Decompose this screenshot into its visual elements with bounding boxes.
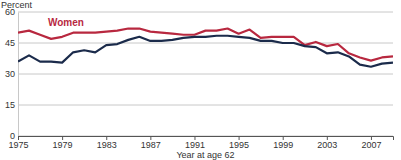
- x-tick: 1999: [273, 136, 293, 150]
- x-tick-label: 1999: [273, 140, 293, 150]
- grid-line: [18, 12, 393, 13]
- grid-line: [18, 74, 393, 75]
- x-tick: 2007: [361, 136, 381, 150]
- y-tick: 15: [5, 100, 18, 110]
- x-tick: 1983: [97, 136, 117, 150]
- x-tick: 1987: [141, 136, 161, 150]
- x-tick-label: 1987: [141, 140, 161, 150]
- x-tick-label: 1979: [53, 140, 73, 150]
- x-tick-label: 2003: [317, 140, 337, 150]
- y-axis-line: [18, 13, 19, 137]
- y-tick-label: 15: [5, 100, 15, 110]
- x-tick: 1979: [53, 136, 73, 150]
- y-axis-title: Percent: [1, 0, 33, 10]
- x-axis: 1975 1979 1983 1987 1991 1995 1999 2003 2007: [8, 136, 393, 150]
- x-axis-title: Year at age 62: [176, 150, 234, 160]
- y-tick-label: 30: [5, 69, 15, 79]
- x-tick-label: 1975: [8, 140, 28, 150]
- x-tick-label: 1995: [229, 140, 249, 150]
- x-tick: 1995: [229, 136, 249, 150]
- x-tick: 1991: [185, 136, 205, 150]
- plot: 0153045601975197919831987199119951999200…: [5, 7, 394, 160]
- grid: [18, 12, 393, 136]
- series-line: [18, 36, 393, 67]
- x-tick-label: 1983: [97, 140, 117, 150]
- series-line: [18, 29, 393, 61]
- y-tick: 30: [5, 69, 18, 79]
- chart: 0153045601975197919831987199119951999200…: [0, 0, 401, 160]
- y-tick-label: 45: [5, 38, 15, 48]
- x-tick-label: 2007: [361, 140, 381, 150]
- x-tick: 1975: [8, 136, 28, 150]
- series-label: Women: [48, 17, 84, 28]
- x-tick-label: 1991: [185, 140, 205, 150]
- y-tick: 45: [5, 38, 18, 48]
- x-tick: 2003: [317, 136, 337, 150]
- y-axis: 015304560: [5, 7, 19, 141]
- grid-line: [18, 105, 393, 106]
- lines: [18, 29, 393, 67]
